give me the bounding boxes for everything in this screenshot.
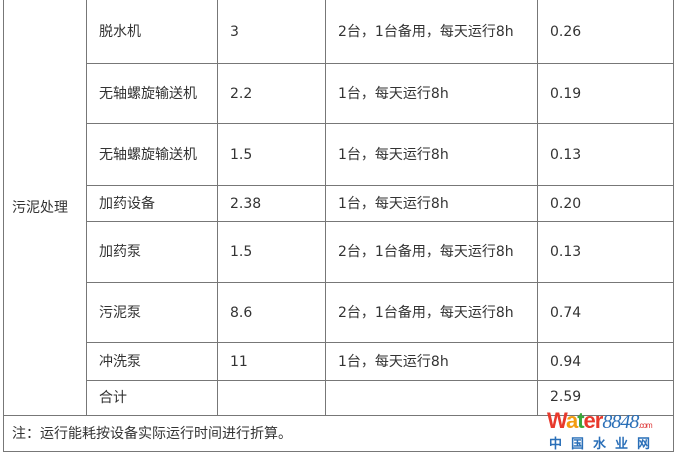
total-label: 合计	[86, 380, 218, 416]
name-cell: 污泥泵	[86, 282, 218, 343]
power-cell: 2.38	[217, 185, 326, 222]
power-cell: 1.5	[217, 123, 326, 186]
name-cell: 加药泵	[86, 221, 218, 283]
footnote: 注：运行能耗按设备实际运行时间进行折算。	[3, 415, 674, 452]
table-row: 污泥处理 脱水机 3 2台，1台备用，每天运行8h 0.26	[3, 0, 674, 416]
name-cell: 加药设备	[86, 185, 218, 222]
energy-cell: 0.19	[537, 63, 674, 124]
energy-cell: 0.74	[537, 282, 674, 343]
note-cell: 2台，1台备用，每天运行8h	[325, 282, 538, 343]
note-cell: 1台，每天运行8h	[325, 342, 538, 381]
table-row: 加药泵 1.5 2台，1台备用，每天运行8h 0.13	[4, 221, 674, 283]
energy-cell: 0.20	[537, 185, 674, 222]
note-cell: 1台，每天运行8h	[325, 63, 538, 124]
energy-cell: 0.94	[537, 342, 674, 381]
power-cell: 11	[217, 342, 326, 381]
energy-table: 污泥处理 脱水机 3 2台，1台备用，每天运行8h 0.26 无轴螺旋输送机 2.2 1台，每…	[3, 0, 674, 452]
power-cell: 1.5	[217, 221, 326, 283]
table-row: 加药设备 2.38 1台，每天运行8h 0.20	[4, 185, 674, 222]
note-cell: 2台，1台备用，每天运行8h	[325, 221, 538, 283]
energy-cell: 0.13	[537, 123, 674, 186]
table-row: 无轴螺旋输送机 2.2 1台，每天运行8h 0.19	[4, 63, 674, 124]
note-cell: 2台，1台备用，每天运行8h	[325, 0, 538, 64]
name-cell: 无轴螺旋输送机	[86, 63, 218, 124]
power-cell: 2.2	[217, 63, 326, 124]
note-cell: 1台，每天运行8h	[325, 123, 538, 186]
note-cell: 1台，每天运行8h	[325, 185, 538, 222]
name-cell: 冲洗泵	[86, 342, 218, 381]
watermark-logo: Water8848.com 中国水业网	[547, 408, 660, 453]
table-row: 污泥泵 8.6 2台，1台备用，每天运行8h 0.74	[4, 282, 674, 343]
table-row: 冲洗泵 11 1台，每天运行8h 0.94	[4, 342, 674, 381]
category-cell: 污泥处理	[3, 0, 87, 416]
energy-cell: 0.26	[537, 0, 674, 64]
power-cell: 8.6	[217, 282, 326, 343]
energy-cell: 0.13	[537, 221, 674, 283]
table-row: 无轴螺旋输送机 1.5 1台，每天运行8h 0.13	[4, 123, 674, 186]
name-cell: 无轴螺旋输送机	[86, 123, 218, 186]
power-cell: 3	[217, 0, 326, 64]
total-value: 2.59	[537, 380, 674, 416]
name-cell: 脱水机	[86, 0, 218, 64]
